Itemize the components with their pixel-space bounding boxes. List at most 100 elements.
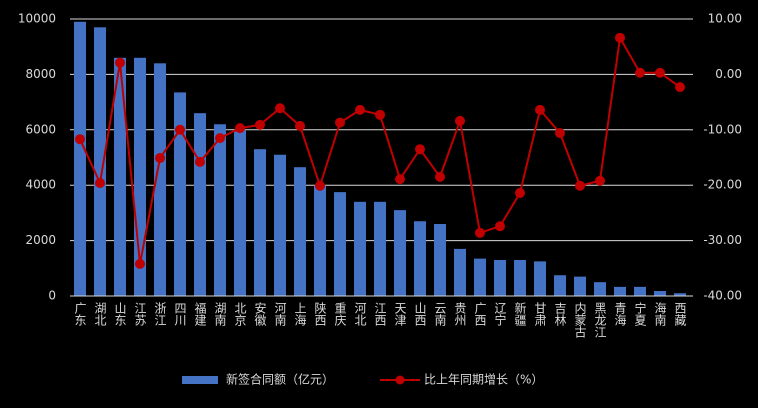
x-tick-label: 浙江: [153, 302, 167, 326]
x-tick-label: 福建: [193, 301, 207, 327]
x-tick-label: 山东: [113, 302, 127, 326]
x-tick-label: 西藏: [673, 302, 687, 327]
marker: [235, 123, 245, 134]
x-tick-label: 四川: [173, 302, 187, 326]
x-tick-label: 上海: [293, 302, 307, 326]
marker: [595, 175, 605, 186]
bar: [254, 149, 266, 296]
x-tick-label: 北京: [233, 302, 247, 327]
marker: [415, 144, 425, 155]
y2-tick-label: -10.00: [703, 122, 742, 136]
bar: [594, 282, 606, 296]
bar: [674, 293, 686, 296]
marker: [535, 104, 545, 115]
y-tick-label: 2000: [25, 233, 56, 247]
bar: [94, 27, 106, 297]
bar: [274, 154, 286, 296]
marker: [335, 117, 345, 128]
bar: [334, 192, 346, 296]
bar: [354, 201, 366, 296]
x-tick-label: 安徽: [253, 301, 267, 326]
marker: [495, 221, 505, 232]
x-tick-label: 黑龙江: [593, 302, 607, 338]
y-tick-label: 4000: [25, 178, 56, 192]
x-tick-label: 广东: [73, 302, 87, 326]
y2-tick-label: 10.00: [708, 12, 742, 26]
marker: [375, 109, 385, 120]
bar: [574, 276, 586, 296]
x-tick-label: 贵州: [453, 302, 467, 326]
bar: [374, 201, 386, 296]
bar: [434, 223, 446, 296]
bar: [174, 92, 186, 296]
x-tick-label: 湖南: [213, 301, 227, 326]
legend-swatch: [182, 376, 218, 384]
x-tick-label: 宁夏: [633, 301, 647, 326]
x-tick-label: 新疆: [513, 301, 527, 326]
marker: [95, 177, 105, 188]
legend-label: 新签合同额（亿元）: [226, 372, 334, 387]
marker: [355, 104, 365, 115]
x-tick-label: 山西: [413, 302, 427, 326]
marker: [255, 119, 265, 130]
bar: [634, 286, 646, 296]
bar: [414, 221, 426, 296]
marker: [555, 128, 565, 139]
y2-tick-label: -30.00: [703, 233, 742, 247]
bar: [474, 258, 486, 296]
bar: [394, 210, 406, 296]
x-tick-label: 甘肃: [533, 302, 547, 327]
x-tick-label: 辽宁: [493, 302, 507, 326]
marker: [615, 32, 625, 43]
bar: [194, 113, 206, 297]
bar: [314, 185, 326, 296]
legend-label: 比上年同期增长（%）: [424, 373, 543, 387]
bar: [494, 259, 506, 296]
bar: [74, 21, 86, 297]
marker: [275, 103, 285, 114]
bar: [114, 57, 126, 296]
marker: [635, 67, 645, 78]
bar: [534, 261, 546, 296]
x-tick-label: 海南: [653, 301, 667, 326]
marker: [155, 153, 165, 164]
marker: [295, 120, 305, 131]
marker: [215, 133, 225, 144]
y2-tick-label: -20.00: [703, 178, 742, 192]
y-tick-label: 8000: [25, 67, 56, 81]
marker: [75, 134, 85, 145]
x-tick-label: 青海: [613, 302, 627, 326]
x-tick-label: 江西: [373, 302, 387, 326]
marker: [315, 180, 325, 191]
x-tick-label: 云南: [433, 302, 447, 326]
bar: [454, 248, 466, 296]
marker: [455, 115, 465, 126]
bar: [554, 275, 566, 296]
y-tick-label: 10000: [18, 12, 56, 26]
x-tick-label: 重庆: [333, 302, 347, 326]
x-tick-label: 广西: [473, 302, 487, 326]
marker: [175, 124, 185, 135]
bar: [654, 291, 666, 296]
x-tick-label: 吉林: [553, 302, 567, 326]
bar: [154, 63, 166, 296]
marker: [395, 174, 405, 185]
y-tick-label: 0: [48, 289, 56, 303]
marker: [115, 57, 125, 68]
x-tick-label: 湖北: [93, 301, 107, 327]
marker: [655, 67, 665, 78]
bar: [614, 286, 626, 296]
marker: [435, 171, 445, 182]
y-tick-label: 6000: [25, 122, 56, 136]
marker: [195, 156, 205, 167]
bar: [214, 124, 226, 296]
x-tick-label: 江苏: [133, 302, 147, 326]
x-tick-label: 陕西: [313, 301, 327, 326]
bar: [514, 259, 526, 296]
y2-tick-label: 0.00: [715, 67, 742, 81]
x-tick-label: 河南: [273, 302, 287, 326]
marker: [135, 258, 145, 269]
legend-marker: [395, 375, 405, 385]
marker: [575, 180, 585, 191]
